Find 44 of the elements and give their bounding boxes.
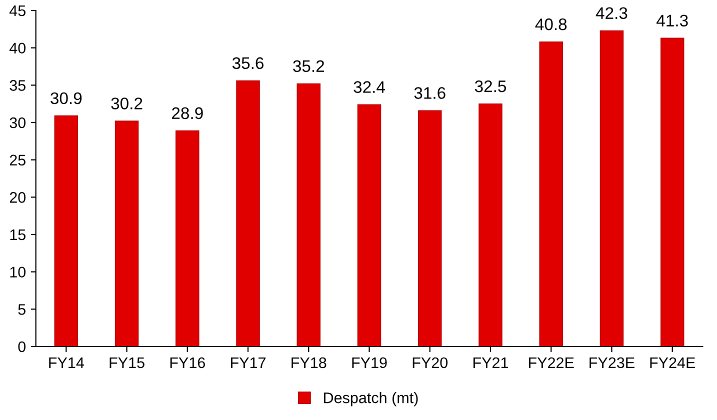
y-tick-label: 25 bbox=[10, 154, 26, 166]
y-tick-label: 5 bbox=[18, 304, 26, 315]
data-label: 35.6 bbox=[232, 57, 264, 70]
y-tick-label: 20 bbox=[10, 192, 26, 203]
data-label: 40.8 bbox=[535, 18, 567, 30]
bar bbox=[357, 104, 382, 346]
y-tick-label: 35 bbox=[10, 80, 26, 91]
bar bbox=[660, 38, 684, 346]
x-tick-label: FY22E bbox=[529, 357, 574, 368]
x-tick-label: FY18 bbox=[292, 357, 326, 368]
x-tick-label: FY14 bbox=[49, 357, 84, 368]
y-tick-label: 45 bbox=[9, 6, 26, 16]
bar bbox=[478, 103, 502, 346]
y-tick-label: 0 bbox=[18, 341, 26, 352]
bar bbox=[176, 130, 200, 346]
data-label: 30.2 bbox=[111, 98, 142, 110]
y-tick-label: 10 bbox=[10, 266, 26, 278]
x-tick-label: FY15 bbox=[110, 357, 144, 368]
x-tick-label: FY17 bbox=[231, 357, 266, 368]
x-tick-label: FY16 bbox=[170, 357, 205, 368]
data-label: 32.5 bbox=[474, 80, 506, 92]
data-label: 32.4 bbox=[354, 81, 385, 93]
bar bbox=[600, 30, 624, 346]
y-tick-label: 30 bbox=[10, 117, 26, 128]
x-tick-label: FY24E bbox=[650, 357, 696, 368]
data-label: 41.3 bbox=[656, 14, 688, 26]
y-tick-label: 15 bbox=[10, 230, 26, 240]
data-label: 31.6 bbox=[414, 87, 446, 99]
x-tick-label: FY20 bbox=[412, 357, 448, 368]
bar bbox=[236, 80, 260, 346]
x-tick-label: FY21 bbox=[473, 357, 508, 368]
data-label: 35.2 bbox=[293, 60, 324, 72]
bar bbox=[114, 120, 139, 346]
x-tick-label: FY19 bbox=[352, 357, 387, 368]
legend-label: Despatch (mt) bbox=[324, 392, 418, 406]
bar bbox=[418, 110, 442, 346]
data-label: 42.3 bbox=[596, 7, 628, 20]
data-label: 28.9 bbox=[172, 107, 203, 120]
bar bbox=[296, 83, 321, 346]
bar bbox=[54, 115, 78, 346]
x-tick-label: FY23E bbox=[590, 357, 634, 368]
y-tick-label: 40 bbox=[9, 42, 26, 54]
bar bbox=[539, 42, 563, 346]
data-label: 30.9 bbox=[50, 92, 82, 104]
